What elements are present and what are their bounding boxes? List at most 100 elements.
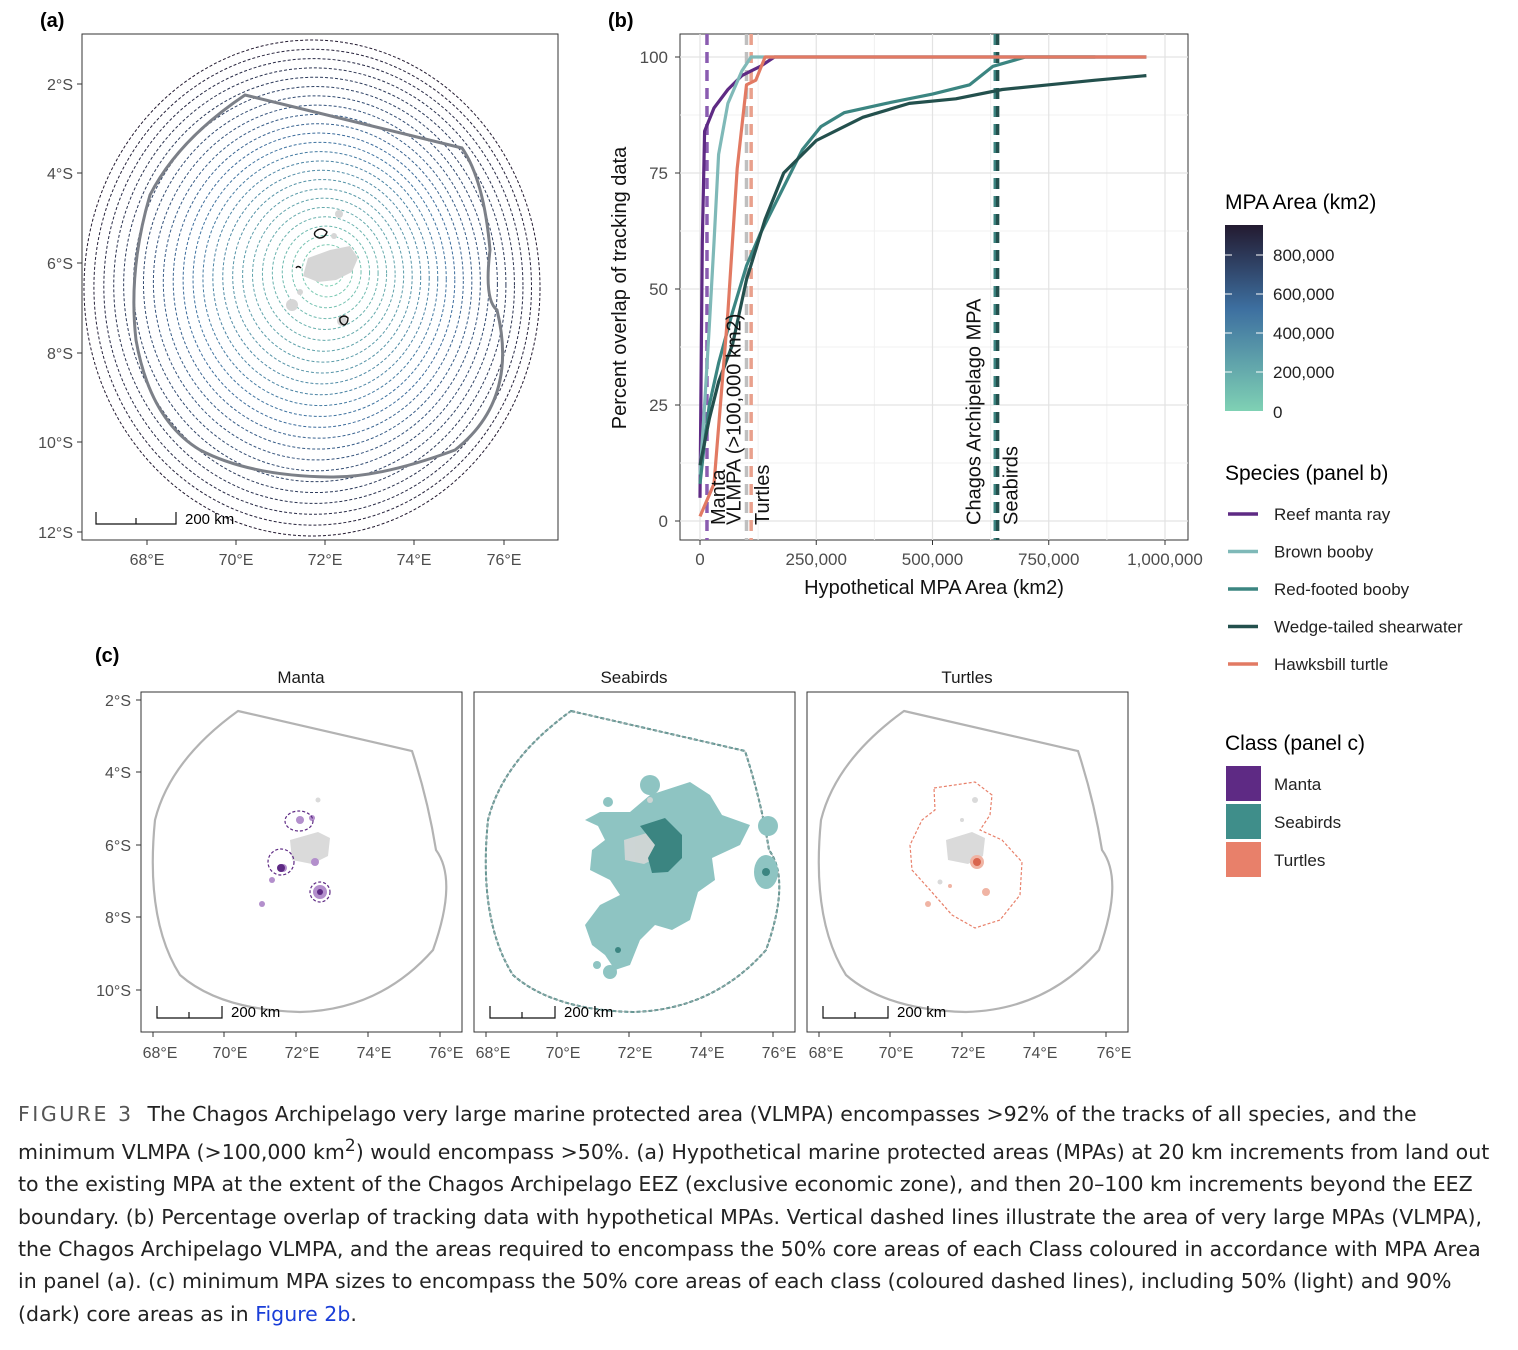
legend-species-title: Species (panel b) <box>1225 462 1388 485</box>
panel-a-scalebar: 200 km <box>95 511 234 528</box>
figure-label: FIGURE 3 <box>18 1102 134 1126</box>
svg-text:76°E: 76°E <box>487 552 522 569</box>
seabird-core-50 <box>585 775 778 979</box>
series-line <box>698 55 1147 518</box>
caption-text-2: ) would encompass >50%. (a) Hypothetical… <box>18 1140 1490 1326</box>
panel-a-map: 2°S 4°S 6°S 8°S 10°S 12°S 68°E 70°E 72°E… <box>38 33 559 569</box>
y-tick-label: 25 <box>649 396 668 415</box>
legend-class-label: Turtles <box>1274 851 1325 870</box>
panel-a-lat-ticks: 2°S 4°S 6°S 8°S 10°S 12°S <box>38 77 73 542</box>
svg-text:74°E: 74°E <box>690 1045 725 1062</box>
svg-text:72°E: 72°E <box>951 1045 986 1062</box>
legend-species-label: Red-footed booby <box>1274 580 1410 599</box>
svg-text:12°S: 12°S <box>38 525 73 542</box>
legend-class-title: Class (panel c) <box>1225 732 1365 755</box>
legend-species-label: Reef manta ray <box>1274 505 1391 524</box>
legend-class: Class (panel c) Manta Seabirds Turtles <box>1225 732 1365 877</box>
facet-seabirds: Seabirds 200 km 68°E 70°E 72°E 74°E 76°E <box>473 668 797 1062</box>
reference-line-label: VLMPA (>100,000 km2) <box>724 314 746 525</box>
mpa-buffer-rings <box>83 39 541 537</box>
turtle-mpa-boundary <box>909 781 1023 929</box>
panel-b-label: (b) <box>608 10 634 32</box>
buffer-ring <box>182 132 456 428</box>
figure-caption: FIGURE 3 The Chagos Archipelago very larg… <box>18 1098 1503 1330</box>
facet-title-turtles: Turtles <box>941 668 992 687</box>
panel-c-label: (c) <box>95 645 119 667</box>
buffer-ring <box>212 160 430 396</box>
svg-text:74°E: 74°E <box>397 552 432 569</box>
svg-text:76°E: 76°E <box>1097 1045 1132 1062</box>
svg-text:200 km: 200 km <box>897 1004 946 1021</box>
series-line <box>698 55 1147 475</box>
svg-text:200 km: 200 km <box>185 511 234 528</box>
svg-text:400,000: 400,000 <box>1273 324 1334 343</box>
svg-text:70°E: 70°E <box>213 1045 248 1062</box>
svg-text:74°E: 74°E <box>357 1045 392 1062</box>
buffer-ring <box>252 197 396 352</box>
buffer-ring <box>242 188 405 363</box>
buffer-ring <box>202 151 439 407</box>
facet-turtles: Turtles 200 km 68°E 70°E 72°E 74°E 76°E <box>806 668 1132 1062</box>
legend-class-label: Seabirds <box>1274 813 1341 832</box>
buffer-ring <box>271 216 379 330</box>
panel-a-label: (a) <box>40 10 64 32</box>
land-mass <box>286 210 358 326</box>
buffer-ring <box>162 113 473 450</box>
facet-title-seabirds: Seabirds <box>600 668 667 687</box>
panel-a-tick-marks <box>77 83 505 545</box>
buffer-ring <box>222 169 422 385</box>
legend-mpa-area: MPA Area (km2) 800,000 600,000 400,000 2… <box>1225 191 1376 422</box>
svg-text:4°S: 4°S <box>47 166 73 183</box>
buffer-ring <box>103 58 524 515</box>
svg-text:2°S: 2°S <box>47 77 73 94</box>
area-colorbar <box>1225 225 1263 411</box>
x-tick-label: 250,000 <box>786 550 847 569</box>
buffer-ring <box>152 104 481 461</box>
plot-panel <box>679 33 1189 541</box>
caption-superscript: 2 <box>344 1136 356 1157</box>
svg-text:6°S: 6°S <box>47 256 73 273</box>
line-chart: 0 250,000 500,000 750,000 1,000,000 0 25 50 75 10… <box>640 34 1203 569</box>
buffer-ring <box>281 225 371 320</box>
svg-text:72°E: 72°E <box>618 1045 653 1062</box>
legend-area-title: MPA Area (km2) <box>1225 191 1376 214</box>
svg-text:200,000: 200,000 <box>1273 363 1334 382</box>
caption-text-1: The Chagos Archipelago very large marine… <box>18 1102 1417 1165</box>
legend-species-label: Hawksbill turtle <box>1274 655 1388 674</box>
island-outlines <box>295 228 349 326</box>
x-axis-label: Hypothetical MPA Area (km2) <box>804 577 1064 599</box>
svg-text:4°S: 4°S <box>105 765 131 782</box>
svg-text:200 km: 200 km <box>231 1004 280 1021</box>
svg-text:76°E: 76°E <box>762 1045 797 1062</box>
svg-text:0: 0 <box>1273 403 1282 422</box>
buffer-ring <box>301 244 354 298</box>
svg-text:10°S: 10°S <box>96 983 131 1000</box>
buffer-ring <box>93 48 532 526</box>
svg-text:800,000: 800,000 <box>1273 246 1334 265</box>
legend-species-label: Brown booby <box>1274 543 1374 562</box>
series-line <box>698 55 1096 485</box>
svg-text:68°E: 68°E <box>809 1045 844 1062</box>
buffer-ring <box>192 141 447 417</box>
facet-title-manta: Manta <box>277 668 325 687</box>
buffer-ring <box>232 179 413 374</box>
panel-b-chart: 0 250,000 500,000 750,000 1,000,000 0 25 50 75 10… <box>609 33 1203 599</box>
svg-text:68°E: 68°E <box>130 552 165 569</box>
buffer-ring <box>291 234 362 309</box>
figure-canvas: (a) 2°S 4°S 6°S 8°S 10°S 12°S <box>38 10 1463 1062</box>
buffer-ring <box>113 67 515 504</box>
legend-class-swatch <box>1226 766 1261 801</box>
svg-text:10°S: 10°S <box>38 435 73 452</box>
y-axis-label: Percent overlap of tracking data <box>609 146 631 429</box>
x-tick-label: 750,000 <box>1018 550 1079 569</box>
svg-text:8°S: 8°S <box>105 910 131 927</box>
eez-boundary <box>817 709 1114 1014</box>
eez-boundary <box>151 709 448 1014</box>
x-tick-label: 0 <box>695 550 704 569</box>
svg-text:2°S: 2°S <box>105 693 131 710</box>
legend-species-label: Wedge-tailed shearwater <box>1274 618 1463 637</box>
reference-line-label: Manta <box>708 469 730 525</box>
legend-class-swatch <box>1226 842 1261 877</box>
panel-c-lat-ticks: 2°S 4°S 6°S 8°S 10°S <box>96 693 131 1000</box>
figure-2b-link[interactable]: Figure 2b <box>255 1301 351 1326</box>
